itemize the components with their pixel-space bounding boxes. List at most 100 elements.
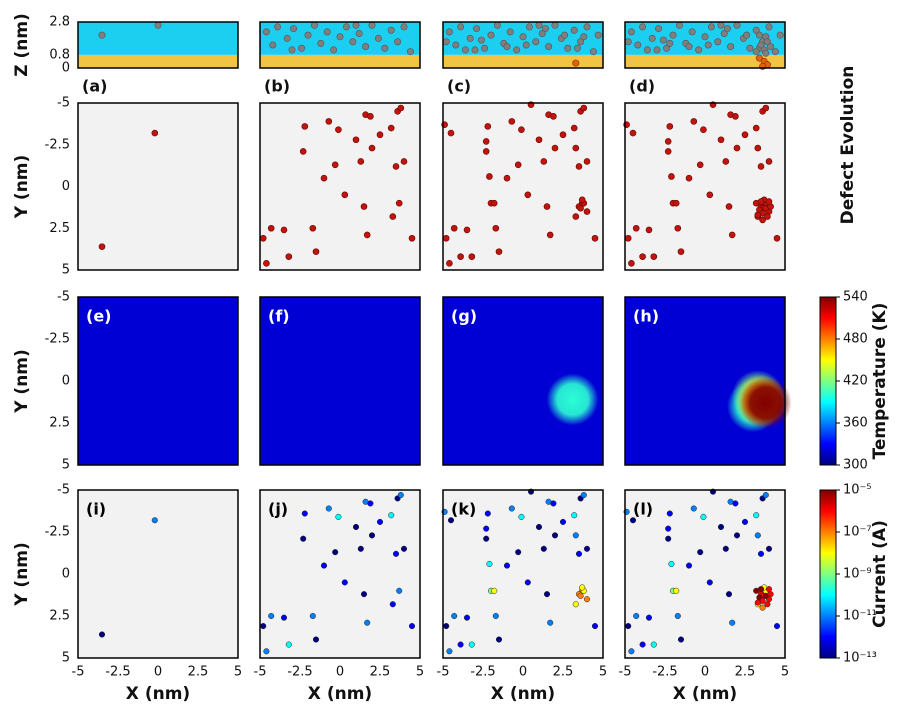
defect-point — [592, 235, 598, 241]
current-point — [332, 549, 338, 555]
defect-point — [448, 130, 454, 136]
current-point — [390, 601, 396, 607]
defect-point — [268, 225, 274, 231]
panel-letter: (j) — [268, 500, 288, 519]
current-point — [515, 549, 521, 555]
defect-point — [337, 34, 343, 40]
defect-point — [332, 162, 338, 168]
current-point — [707, 580, 713, 586]
current-point — [755, 600, 761, 606]
defect-point — [270, 42, 276, 48]
current-point — [723, 546, 729, 552]
defect-point — [727, 43, 733, 49]
defect-point — [536, 137, 542, 143]
defect-point — [486, 173, 492, 179]
panel — [443, 22, 603, 68]
current-point — [264, 648, 270, 654]
x-tick-label: 2.5 — [553, 665, 574, 680]
current-point — [358, 546, 364, 552]
current-point — [260, 623, 266, 629]
defect-point — [361, 204, 367, 210]
defect-point — [362, 43, 368, 49]
defect-point — [481, 45, 487, 51]
defect-point — [302, 123, 308, 129]
current-point — [766, 586, 772, 592]
current-point — [368, 501, 374, 507]
current-point — [581, 492, 587, 498]
y-tick-label: 5 — [62, 263, 70, 278]
defect-point — [639, 24, 645, 30]
panel — [260, 22, 420, 68]
defect-point — [774, 235, 780, 241]
defect-point — [651, 254, 657, 260]
defect-point — [767, 43, 773, 49]
defect-point — [382, 45, 388, 51]
y-tick-label: 2.5 — [49, 221, 70, 236]
defect-point — [443, 39, 449, 45]
defect-point — [446, 260, 452, 266]
defect-point — [488, 32, 494, 38]
current-point — [268, 613, 274, 619]
defect-point — [646, 227, 652, 233]
current-point — [665, 526, 671, 532]
current-point — [519, 514, 525, 520]
current-point — [361, 591, 367, 597]
current-point — [464, 615, 470, 621]
defect-point — [401, 158, 407, 164]
defect-point — [707, 192, 713, 198]
current-point — [336, 514, 342, 520]
defect-point — [584, 24, 590, 30]
defect-point — [654, 47, 660, 53]
defect-point — [356, 30, 362, 36]
current-point — [552, 533, 558, 539]
panel: (g) — [443, 297, 603, 465]
defect-point — [756, 32, 762, 38]
x-tick-label: -5 — [437, 665, 450, 680]
defect-point — [335, 127, 341, 133]
defect-point — [504, 43, 510, 49]
x-tick-label: -2.5 — [652, 665, 677, 680]
defect-point — [581, 34, 587, 40]
defect-point — [326, 118, 332, 124]
x-tick-label: 5 — [599, 665, 607, 680]
current-point — [326, 506, 332, 512]
defect-point — [758, 199, 764, 205]
defect-point — [625, 235, 631, 241]
current-point — [768, 591, 774, 597]
defect-point — [446, 29, 452, 35]
defect-point — [552, 145, 558, 151]
current-point — [469, 642, 475, 648]
defect-point — [493, 225, 499, 231]
defect-point — [686, 43, 692, 49]
defect-point — [467, 35, 473, 41]
defect-point — [755, 145, 761, 151]
defect-point — [702, 34, 708, 40]
defect-point — [742, 132, 748, 138]
current-point — [152, 517, 158, 523]
current-point — [742, 519, 748, 525]
current-point — [509, 506, 515, 512]
panel-letter: (c) — [447, 77, 471, 96]
defect-point — [689, 29, 695, 35]
panel-letter: (d) — [629, 77, 655, 96]
current-point — [673, 588, 679, 594]
defect-point — [324, 29, 330, 35]
y-tick-label: -2.5 — [45, 525, 70, 540]
defect-point — [573, 214, 579, 220]
current-point — [377, 519, 383, 525]
defect-point — [715, 39, 721, 45]
current-point — [560, 519, 566, 525]
current-point — [755, 533, 761, 539]
defect-point — [458, 254, 464, 260]
y-tick-label: 2.8 — [49, 15, 70, 30]
panel: (i) — [78, 490, 238, 658]
current-point — [300, 536, 306, 542]
panel: (h) — [625, 297, 792, 465]
defect-point — [561, 32, 567, 38]
current-point — [763, 492, 769, 498]
defect-point — [576, 163, 582, 169]
current-point — [493, 613, 499, 619]
y-tick-label: 0 — [62, 61, 70, 76]
x-tick-label: 0 — [519, 665, 527, 680]
current-point — [485, 511, 491, 517]
